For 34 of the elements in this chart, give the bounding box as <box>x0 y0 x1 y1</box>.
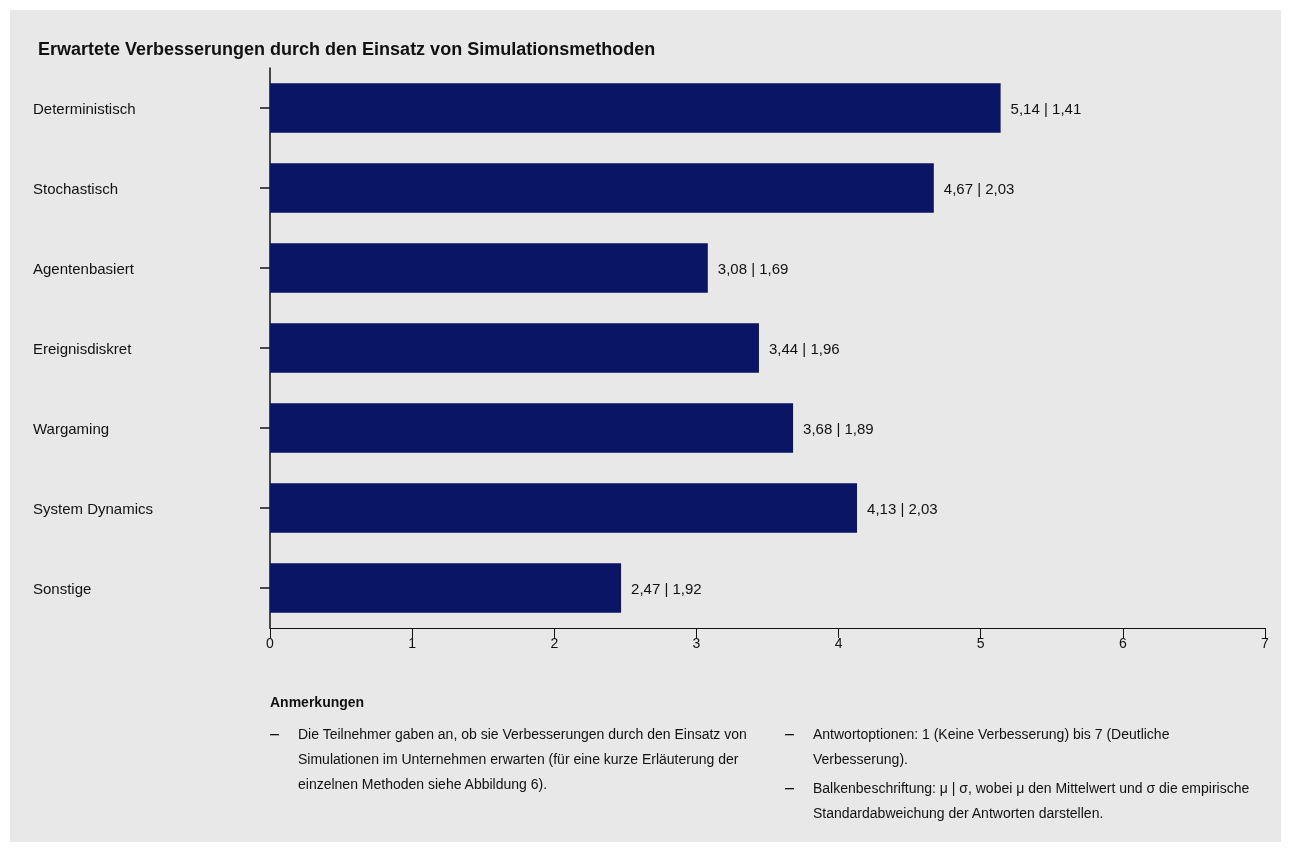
chart-title: Erwartete Verbesserungen durch den Einsatz von Simulationsmethoden <box>38 39 656 59</box>
y-tick-label: Deterministisch <box>33 99 136 117</box>
bar <box>270 323 759 373</box>
y-tick-label: Agentenbasiert <box>33 259 135 277</box>
x-tick-label: 1 <box>408 635 417 651</box>
bar <box>270 403 794 453</box>
x-tick-label: 4 <box>834 635 843 651</box>
bar <box>270 243 708 293</box>
bar <box>270 563 622 613</box>
data-label: 5,14 | 1,41 <box>1010 99 1082 117</box>
x-tick-label: 2 <box>550 635 559 651</box>
x-tick-label: 7 <box>1261 635 1270 651</box>
y-tick-label: Stochastisch <box>33 179 119 197</box>
x-tick-label: 3 <box>692 635 701 651</box>
x-tick-label: 5 <box>976 635 985 651</box>
y-tick-label: Ereignisdiskret <box>33 339 133 357</box>
y-tick-label: System Dynamics <box>33 499 154 517</box>
data-label: 3,08 | 1,69 <box>717 259 789 277</box>
x-tick-label: 0 <box>266 635 275 651</box>
data-label: 3,68 | 1,89 <box>803 419 874 437</box>
bar <box>270 83 1001 133</box>
data-label: 2,47 | 1,92 <box>631 579 702 597</box>
x-tick-label: 6 <box>1118 635 1127 651</box>
text: Antwortoptionen: 1 (Keine Verbesserung) bis 7 (Deutliche Verbesserung). <box>813 726 1170 767</box>
text: Anmerkungen <box>270 693 366 712</box>
text: Die Teilnehmer gaben an, ob sie Verbesserungen durch den Einsatz von Simulationen im Unternehmen erwarten (für eine kurze Erläuterung der einzelnen Methoden siehe Abbildung 6). <box>298 726 747 792</box>
data-label: 4,13 | 2,03 <box>867 499 938 517</box>
data-label: 3,44 | 1,96 <box>768 339 840 357</box>
data-label: 4,67 | 2,03 <box>943 179 1015 197</box>
text: Balkenbeschriftung: μ | σ, wobei μ den Mittelwert und σ die empirische Standardabweichung der Antworten darstellen. <box>813 780 1250 821</box>
y-tick-label: Wargaming <box>33 419 110 437</box>
y-tick-label: Sonstige <box>33 579 92 597</box>
bar <box>270 163 934 213</box>
bar <box>270 483 858 533</box>
